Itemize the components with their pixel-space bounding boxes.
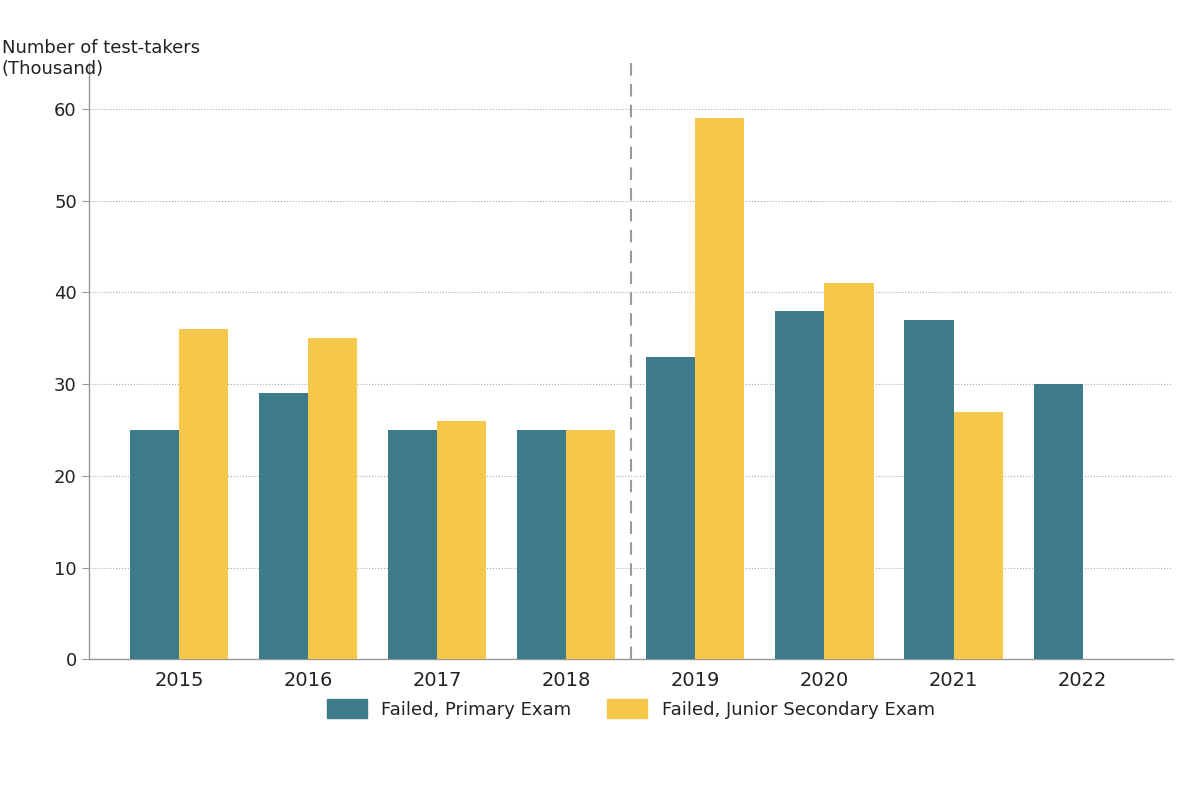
Bar <box>1034 384 1082 659</box>
Bar <box>437 421 486 659</box>
Bar <box>695 118 745 659</box>
Bar <box>567 430 615 659</box>
Bar <box>259 394 308 659</box>
Legend: Failed, Primary Exam, Failed, Junior Secondary Exam: Failed, Primary Exam, Failed, Junior Sec… <box>318 691 943 728</box>
Bar <box>388 430 437 659</box>
Bar <box>824 284 873 659</box>
Bar <box>517 430 567 659</box>
Bar <box>179 329 228 659</box>
Bar <box>904 320 954 659</box>
Text: Number of test-takers
(Thousand): Number of test-takers (Thousand) <box>2 40 200 78</box>
Bar <box>646 356 695 659</box>
Bar <box>776 310 824 659</box>
Bar <box>308 338 358 659</box>
Bar <box>954 412 1003 659</box>
Bar <box>129 430 179 659</box>
